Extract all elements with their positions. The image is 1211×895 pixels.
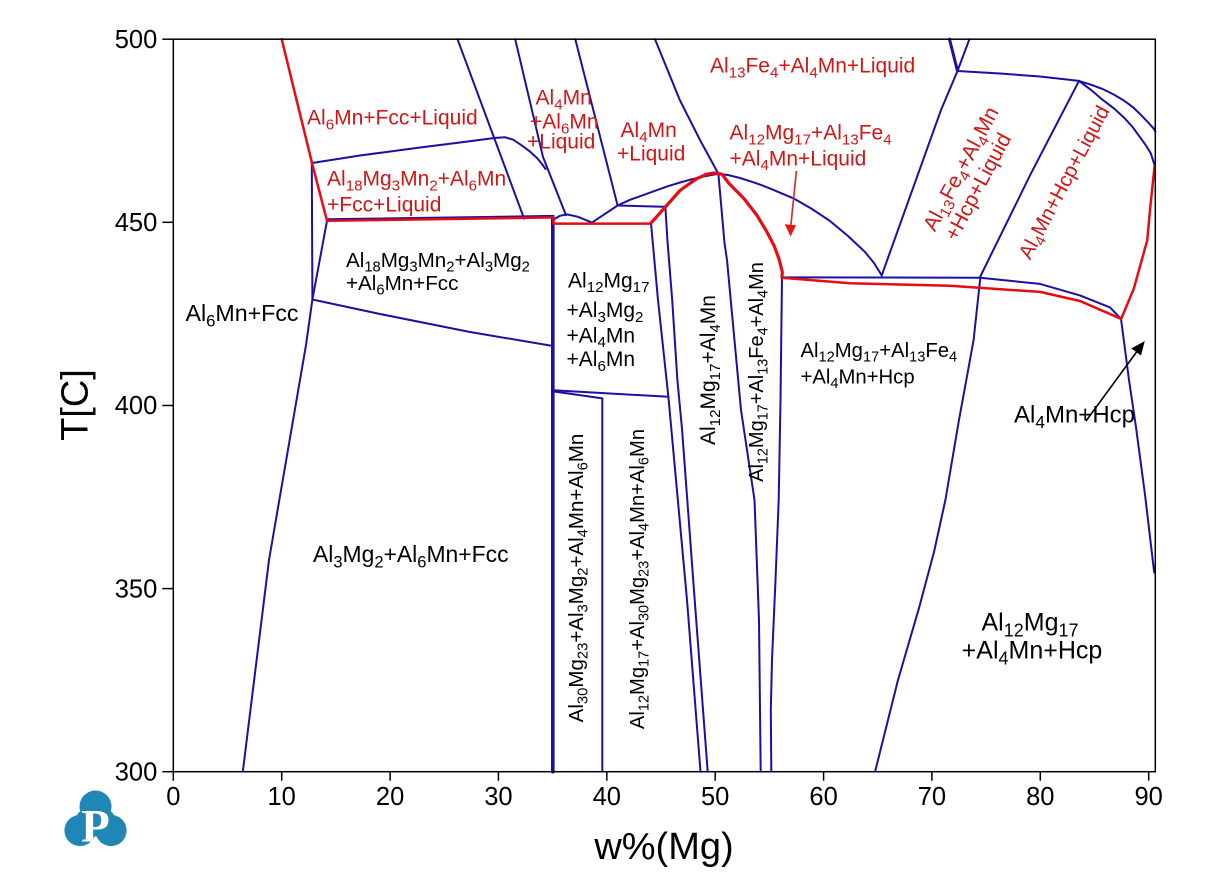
svg-text:10: 10 xyxy=(268,783,296,811)
svg-text:+Al6​Mn+Fcc: +Al6​Mn+Fcc xyxy=(346,272,458,299)
svg-text:Al3​Mg2​+Al6​Mn+Fcc: Al3​Mg2​+Al6​Mn+Fcc xyxy=(313,541,509,571)
svg-text:Al4​Mn: Al4​Mn xyxy=(621,119,677,146)
svg-text:Al4​Mn: Al4​Mn xyxy=(536,87,592,114)
svg-text:60: 60 xyxy=(809,783,837,811)
svg-text:+Liquid: +Liquid xyxy=(527,131,595,154)
svg-text:+Liquid: +Liquid xyxy=(617,143,685,166)
svg-text:400: 400 xyxy=(115,392,158,420)
svg-text:+Al4​Mn+Hcp: +Al4​Mn+Hcp xyxy=(962,637,1103,669)
svg-text:+Al4​Mn+Hcp: +Al4​Mn+Hcp xyxy=(801,367,915,393)
svg-text:450: 450 xyxy=(115,209,158,237)
svg-text:90: 90 xyxy=(1135,783,1163,811)
svg-text:0: 0 xyxy=(166,783,180,811)
svg-text:70: 70 xyxy=(918,783,946,811)
svg-text:Al12​Mg17​+Al30​Mg23​+Al4​Mn+A: Al12​Mg17​+Al30​Mg23​+Al4​Mn+Al6​Mn xyxy=(627,429,653,729)
svg-text:80: 80 xyxy=(1026,783,1054,811)
svg-text:Al30​Mg23​+Al3​Mg2​+Al4​Mn+Al6: Al30​Mg23​+Al3​Mg2​+Al4​Mn+Al6​Mn xyxy=(565,434,592,723)
svg-text:Al6​Mn+Fcc+Liquid: Al6​Mn+Fcc+Liquid xyxy=(307,107,478,134)
svg-text:+Al4​Mn+Liquid: +Al4​Mn+Liquid xyxy=(730,147,867,174)
svg-text:20: 20 xyxy=(376,783,404,811)
svg-text:500: 500 xyxy=(115,26,158,54)
svg-text:+Fcc+Liquid: +Fcc+Liquid xyxy=(327,194,441,217)
svg-text:w%(Mg): w%(Mg) xyxy=(593,826,733,868)
svg-text:Al6​Mn+Fcc: Al6​Mn+Fcc xyxy=(186,300,299,330)
svg-text:300: 300 xyxy=(115,758,158,786)
svg-text:P: P xyxy=(81,801,110,853)
svg-text:40: 40 xyxy=(593,783,621,811)
svg-text:Al4​Mn+Hcp: Al4​Mn+Hcp xyxy=(1014,402,1135,433)
svg-text:50: 50 xyxy=(701,783,729,811)
svg-text:T[C]: T[C] xyxy=(55,369,97,441)
svg-text:350: 350 xyxy=(115,575,158,603)
svg-text:30: 30 xyxy=(484,783,512,811)
svg-text:+Al3​Mg2​: +Al3​Mg2​ xyxy=(567,299,644,326)
